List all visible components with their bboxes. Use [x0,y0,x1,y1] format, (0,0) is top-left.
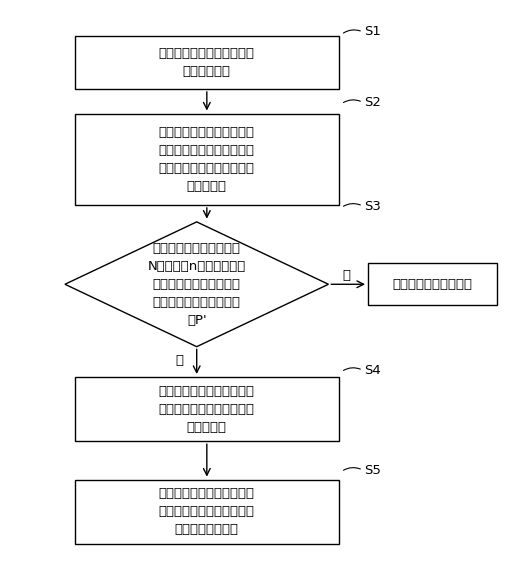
Text: S5: S5 [364,463,381,477]
Text: 该锚节点单元结束检测: 该锚节点单元结束检测 [392,278,472,291]
Text: S3: S3 [364,199,381,213]
Text: 否: 否 [342,270,350,283]
Text: S4: S4 [364,364,381,377]
Text: 是: 是 [175,354,183,367]
Text: 至少三个锚节点单元共同搜
索目标节点单元发送的脉冲
，至少三个锚节点单元的搜
索周期不同: 至少三个锚节点单元共同搜 索目标节点单元发送的脉冲 ，至少三个锚节点单元的搜 索… [159,126,255,193]
Bar [75,480,338,544]
Text: 每个锚节点单元捕获脉冲
N次、判断n次在同一时刻
捕获到目标节点单元发送
过来的脉冲的概率是否大
于P': 每个锚节点单元捕获脉冲 N次、判断n次在同一时刻 捕获到目标节点单元发送 过来的… [148,242,246,327]
Text: 目标节点单元用不同的周期
发送多个脉冲: 目标节点单元用不同的周期 发送多个脉冲 [159,47,255,78]
Polygon shape [65,222,329,347]
Bar [368,263,497,305]
Bar [75,114,338,205]
Bar [75,377,338,441]
Text: 成功捕捉到脉冲的锚节点单
元将检测到的脉冲回传至目
标节点单元: 成功捕捉到脉冲的锚节点单 元将检测到的脉冲回传至目 标节点单元 [159,385,255,434]
Text: S1: S1 [364,25,381,38]
Text: 目标节点单元计算出目标节
点单元与捕捉到脉冲的锚节
点单元之间的距离: 目标节点单元计算出目标节 点单元与捕捉到脉冲的锚节 点单元之间的距离 [159,487,255,536]
Bar [75,36,338,89]
Text: S2: S2 [364,96,381,109]
